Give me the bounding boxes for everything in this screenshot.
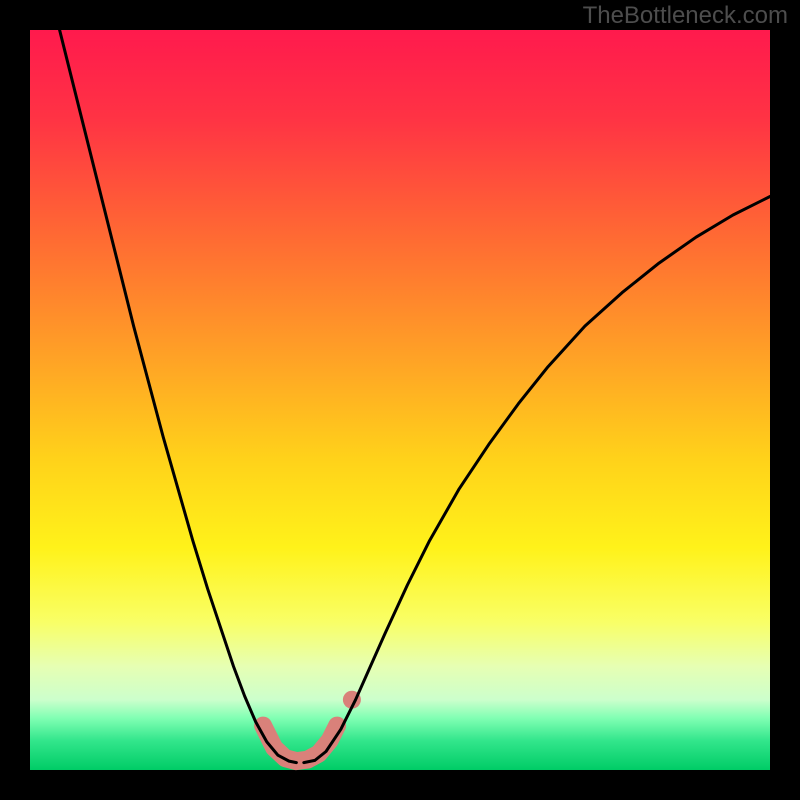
gradient-background (30, 30, 770, 770)
chart-frame: TheBottleneck.com (0, 0, 800, 800)
watermark-text: TheBottleneck.com (583, 2, 788, 30)
bottleneck-curve-chart (0, 0, 800, 800)
